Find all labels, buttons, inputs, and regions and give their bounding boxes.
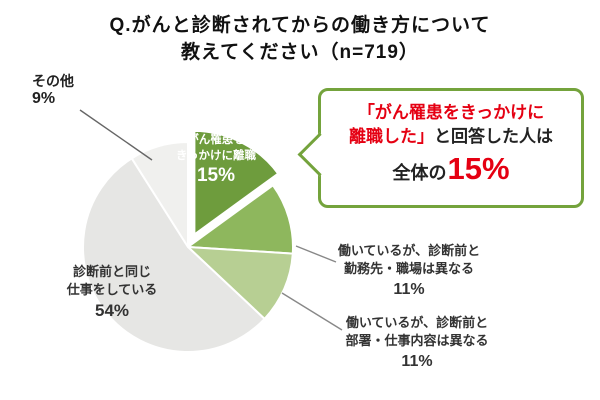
chart-title: Q.がんと診断されてからの働き方について 教えてください（n=719） [0, 12, 600, 66]
chart-title-line1: Q.がんと診断されてからの働き方について [109, 15, 491, 36]
callout-line3-red: 15% [447, 151, 510, 186]
pie-slice-4 [82, 157, 266, 353]
pie-slice-1 [192, 128, 281, 237]
callout-line3: 全体の 15% [321, 152, 581, 186]
callout-line2: 離職した」と回答した人は [321, 126, 581, 148]
pie-slice-2 [187, 184, 294, 255]
label-diff-workplace: 働いているが、診断前と 勤務先・職場は異なる 11% [328, 242, 490, 299]
callout-line2-dark: と回答した人は [434, 127, 553, 146]
label-same-job-line2: 仕事をしている [66, 282, 158, 297]
label-quit-job-value: 15% [196, 165, 236, 186]
label-diff-department: 働いているが、診断前と 部署・仕事内容は異なる 11% [336, 314, 498, 371]
label-diff-workplace-line2: 勤務先・職場は異なる [343, 261, 474, 276]
label-quit-job-line2: きっかけに離職 [175, 150, 257, 162]
label-other-name: その他 [32, 73, 74, 89]
label-quit-job: がん罹患を きっかけに離職 15% [155, 132, 277, 186]
label-diff-workplace-value: 11% [393, 281, 425, 298]
pie-chart [82, 128, 294, 353]
label-same-job-value: 54% [94, 301, 130, 320]
chart-title-line2: 教えてください（n=719） [181, 42, 419, 63]
pie-slice-3 [187, 246, 294, 320]
label-other: その他 9% [32, 72, 74, 108]
callout-line1: 「がん罹患をきっかけに [357, 103, 545, 122]
label-diff-department-value: 11% [401, 353, 433, 370]
label-diff-workplace-line1: 働いているが、診断前と [337, 243, 481, 258]
label-diff-department-line2: 部署・仕事内容は異なる [345, 333, 489, 348]
label-same-job-line1: 診断前と同じ [72, 264, 151, 279]
callout-line3-dark: 全体の [392, 163, 447, 183]
callout-box: 「がん罹患をきっかけに 離職した」と回答した人は 全体の 15% [297, 88, 584, 208]
label-diff-department-line1: 働いているが、診断前と [345, 315, 489, 330]
label-other-value: 9% [32, 90, 56, 107]
label-same-job: 診断前と同じ 仕事をしている 54% [52, 263, 172, 320]
label-quit-job-line1: がん罹患を [187, 134, 245, 146]
callout-line2-red: 離職した」 [349, 127, 434, 146]
